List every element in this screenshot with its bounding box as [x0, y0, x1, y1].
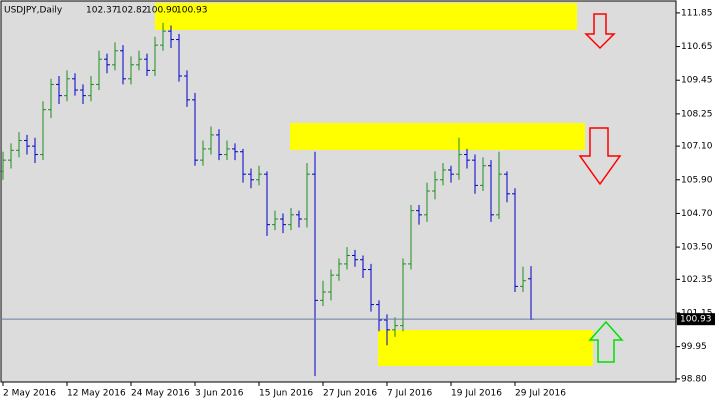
bars: [0, 22, 534, 377]
x-tick-label: 12 May 2016: [67, 389, 126, 399]
zone: [378, 330, 593, 366]
zone: [290, 123, 585, 150]
x-tick-label: 19 Jul 2016: [451, 389, 502, 399]
x-tick-label: 2 May 2016: [3, 389, 56, 399]
x-tick-label: 15 Jun 2016: [259, 389, 313, 399]
y-tick-label: 103.50: [681, 243, 713, 253]
y-tick-label: 102.35: [681, 275, 713, 285]
header-value: 102.82: [116, 6, 148, 16]
y-tick-label: 111.85: [681, 8, 713, 18]
zone: [155, 3, 577, 30]
price-label-box: [677, 313, 715, 326]
header-value: 100.90: [146, 6, 178, 16]
y-tick-label: 105.90: [681, 175, 713, 185]
y-tick-label: 99.95: [681, 342, 707, 352]
x-tick-label: 29 Jul 2016: [515, 389, 566, 399]
y-tick-label: 104.70: [681, 209, 713, 219]
x-tick-label: 3 Jun 2016: [195, 389, 244, 399]
header-value: 100.93: [176, 6, 208, 16]
y-tick-label: 110.65: [681, 42, 713, 52]
arrow-down: [578, 127, 622, 186]
x-tick-label: 7 Jul 2016: [387, 389, 432, 399]
y-tick-label: 98.80: [681, 374, 707, 384]
y-tick-label: 108.25: [681, 109, 713, 119]
y-tick-label: 109.45: [681, 76, 713, 86]
price-label: 100.93: [680, 315, 712, 325]
arrow-up: [588, 320, 624, 363]
chart-title: USDJPY,Daily: [4, 6, 63, 16]
x-tick-label: 24 May 2016: [131, 389, 190, 399]
header-value: 102.37: [86, 6, 118, 16]
y-tick-label: 107.10: [681, 142, 713, 152]
plot-area: [0, 0, 677, 383]
x-tick-label: 27 Jun 2016: [323, 389, 377, 399]
arrow-down: [584, 13, 616, 50]
